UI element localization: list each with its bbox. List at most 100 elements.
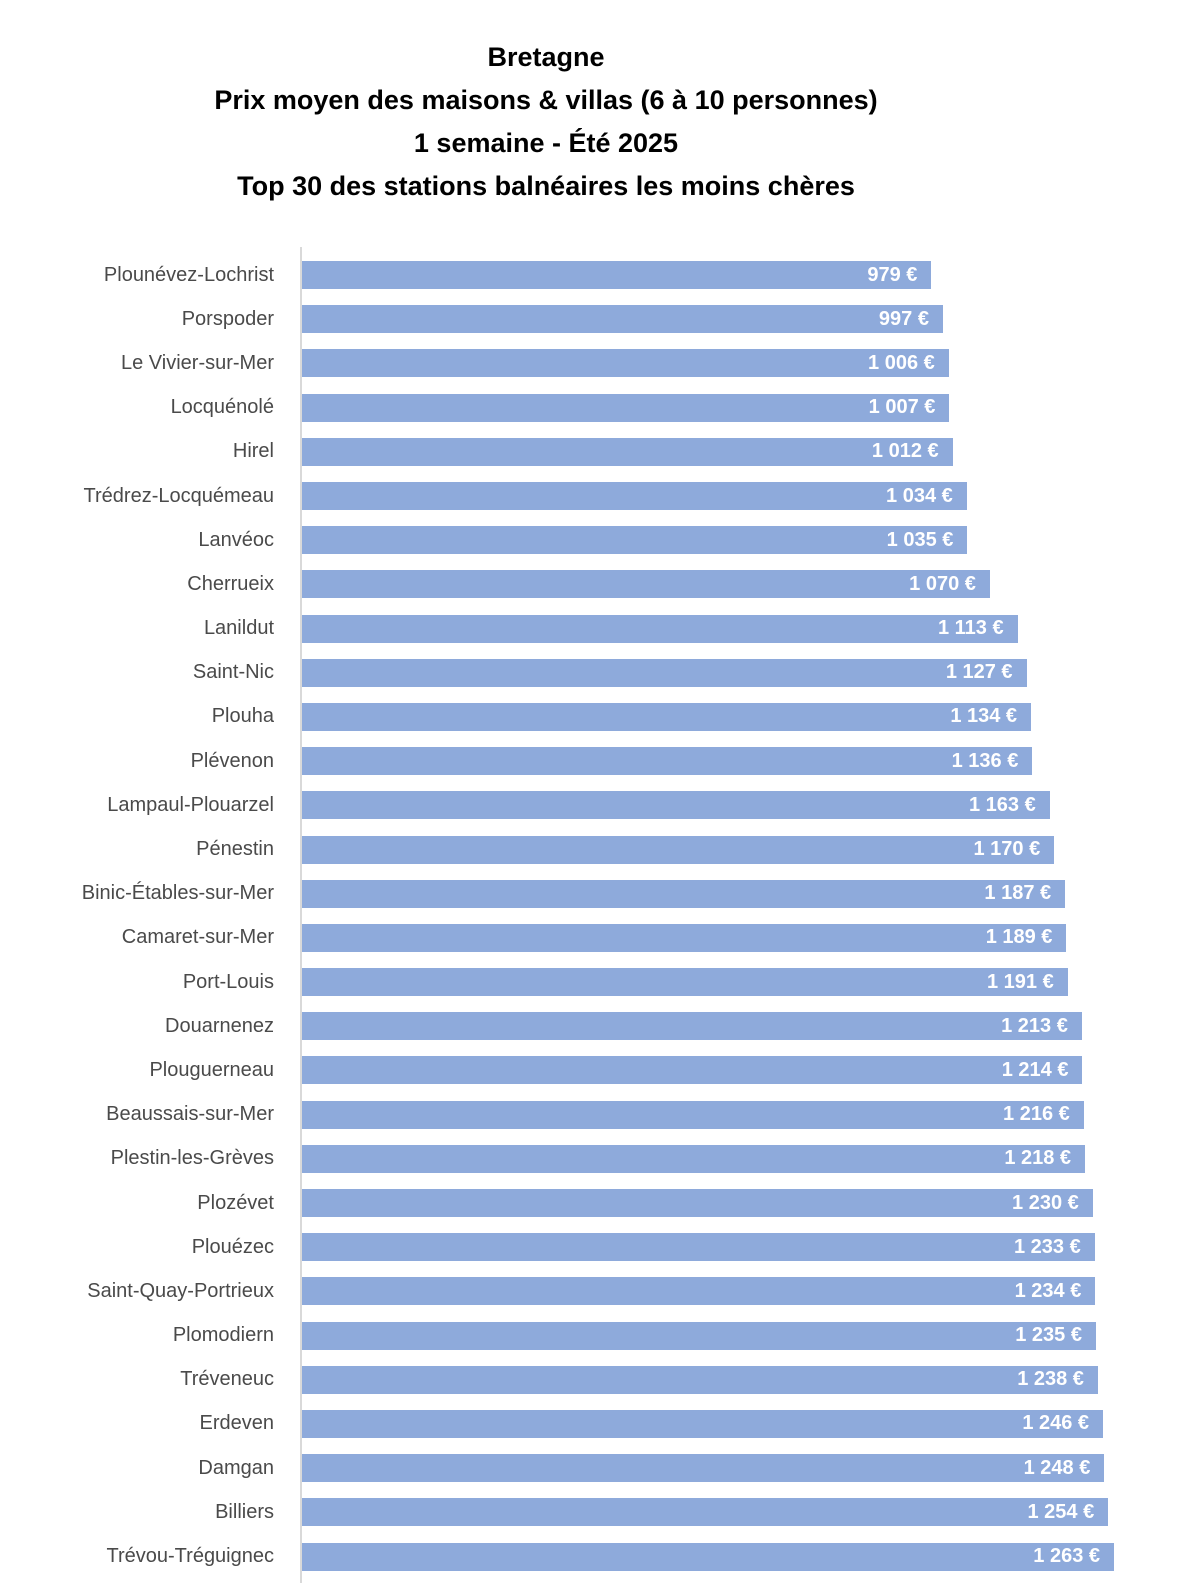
- category-label: Plouguerneau: [149, 1058, 274, 1081]
- bar-area: 1 127 €: [302, 658, 1114, 687]
- chart-row: Trédrez-Locquémeau 1 034 €: [0, 474, 1200, 518]
- bar-area: 1 163 €: [302, 791, 1114, 820]
- bar: 1 113 €: [302, 614, 1018, 643]
- category-label: Beaussais-sur-Mer: [106, 1103, 274, 1126]
- chart-row: Plestin-les-Grèves 1 218 €: [0, 1137, 1200, 1181]
- chart-row: Erdeven 1 246 €: [0, 1402, 1200, 1446]
- value-label: 1 254 €: [1027, 1500, 1095, 1523]
- bar-area: 1 246 €: [302, 1409, 1114, 1438]
- chart-row: Le Vivier-sur-Mer 1 006 €: [0, 341, 1200, 385]
- bar-area: 979 €: [302, 261, 1114, 290]
- category-label: Plestin-les-Grèves: [110, 1147, 274, 1170]
- value-label: 1 070 €: [909, 572, 976, 595]
- category-label: Cherrueix: [187, 572, 274, 595]
- bar-area: 1 134 €: [302, 702, 1114, 731]
- bar: 1 007 €: [302, 393, 950, 422]
- bar: 997 €: [302, 305, 943, 334]
- category-label: Trévou-Tréguignec: [106, 1545, 274, 1568]
- bar-area: 1 012 €: [302, 437, 1114, 466]
- chart-row: Port-Louis 1 191 €: [0, 960, 1200, 1004]
- category-label: Pénestin: [196, 838, 274, 861]
- bar-area: 1 263 €: [302, 1542, 1114, 1571]
- chart-row: Plévenon 1 136 €: [0, 739, 1200, 783]
- bar: 1 136 €: [302, 747, 1033, 776]
- bar-area: 1 170 €: [302, 835, 1114, 864]
- bar: 1 213 €: [302, 1012, 1082, 1041]
- category-label: Saint-Nic: [192, 661, 274, 684]
- bar: 1 234 €: [302, 1277, 1096, 1306]
- chart-row: Billiers 1 254 €: [0, 1490, 1200, 1534]
- category-label: Le Vivier-sur-Mer: [121, 351, 274, 374]
- bar-area: 1 238 €: [302, 1365, 1114, 1394]
- bar: 1 254 €: [302, 1498, 1109, 1527]
- category-label: Tréveneuc: [180, 1368, 274, 1391]
- chart-row: Plouézec 1 233 €: [0, 1225, 1200, 1269]
- bar: 1 189 €: [302, 923, 1067, 952]
- title-line-subject: Prix moyen des maisons & villas (6 à 10 …: [214, 85, 878, 115]
- category-label: Binic-Étables-sur-Mer: [81, 882, 274, 905]
- category-label: Plomodiern: [172, 1324, 274, 1347]
- bar-area: 1 006 €: [302, 349, 1114, 378]
- title-line-period: 1 semaine - Été 2025: [413, 128, 679, 158]
- bar: 1 070 €: [302, 570, 990, 599]
- chart-row: Saint-Nic 1 127 €: [0, 651, 1200, 695]
- chart-row: Binic-Étables-sur-Mer 1 187 €: [0, 872, 1200, 916]
- value-label: 1 134 €: [950, 705, 1018, 728]
- bar: 1 191 €: [302, 968, 1068, 997]
- chart-row: Lanildut 1 113 €: [0, 607, 1200, 651]
- chart-row: Lampaul-Plouarzel 1 163 €: [0, 783, 1200, 827]
- value-label: 1 170 €: [973, 838, 1041, 861]
- bar: 1 230 €: [302, 1189, 1093, 1218]
- category-label: Plouézec: [191, 1235, 274, 1258]
- value-label: 1 034 €: [886, 484, 953, 507]
- value-label: 1 230 €: [1012, 1191, 1079, 1214]
- bar-area: 1 248 €: [302, 1454, 1114, 1483]
- bar-area: 1 070 €: [302, 570, 1114, 599]
- bar: 1 214 €: [302, 1056, 1083, 1085]
- bar: 1 006 €: [302, 349, 949, 378]
- bar: 1 233 €: [302, 1233, 1095, 1262]
- bar-area: 1 233 €: [302, 1233, 1114, 1262]
- bar-area: 1 136 €: [302, 747, 1114, 776]
- value-label: 1 113 €: [937, 617, 1004, 640]
- bar: 1 263 €: [302, 1542, 1114, 1571]
- chart-rows: Plounévez-Lochrist 979 € Porspoder 997 €…: [0, 253, 1200, 1579]
- bar: 1 248 €: [302, 1454, 1105, 1483]
- title-line-region: Bretagne: [487, 42, 605, 72]
- value-label: 1 233 €: [1013, 1235, 1081, 1258]
- value-label: 1 187 €: [984, 882, 1052, 905]
- y-axis-line: [300, 247, 302, 1583]
- value-label: 1 246 €: [1022, 1412, 1090, 1435]
- category-label: Porspoder: [181, 307, 274, 330]
- category-label: Lanvéoc: [198, 528, 274, 551]
- bar: 1 218 €: [302, 1144, 1086, 1173]
- bar: 1 238 €: [302, 1365, 1098, 1394]
- bar-chart: Plounévez-Lochrist 979 € Porspoder 997 €…: [0, 247, 1200, 1583]
- value-label: 997 €: [878, 307, 929, 330]
- bar-area: 1 191 €: [302, 968, 1114, 997]
- bar-area: 1 189 €: [302, 923, 1114, 952]
- category-label: Plozévet: [197, 1191, 274, 1214]
- bar: 1 127 €: [302, 658, 1027, 687]
- chart-title: Bretagne Prix moyen des maisons & villas…: [0, 36, 1092, 208]
- bar: 1 187 €: [302, 879, 1066, 908]
- category-label: Lanildut: [203, 617, 274, 640]
- chart-row: Porspoder 997 €: [0, 297, 1200, 341]
- category-label: Camaret-sur-Mer: [121, 926, 274, 949]
- category-label: Plévenon: [190, 749, 274, 772]
- bar: 979 €: [302, 261, 932, 290]
- category-label: Billiers: [215, 1500, 274, 1523]
- chart-row: Camaret-sur-Mer 1 189 €: [0, 916, 1200, 960]
- chart-row: Pénestin 1 170 €: [0, 827, 1200, 871]
- bar-area: 1 235 €: [302, 1321, 1114, 1350]
- value-label: 1 216 €: [1003, 1103, 1070, 1126]
- category-label: Port-Louis: [182, 970, 274, 993]
- bar: 1 012 €: [302, 437, 953, 466]
- chart-row: Plouguerneau 1 214 €: [0, 1048, 1200, 1092]
- value-label: 1 191 €: [986, 970, 1054, 993]
- chart-row: Tréveneuc 1 238 €: [0, 1358, 1200, 1402]
- category-label: Saint-Quay-Portrieux: [87, 1279, 274, 1302]
- bar-area: 1 113 €: [302, 614, 1114, 643]
- category-label: Damgan: [198, 1456, 274, 1479]
